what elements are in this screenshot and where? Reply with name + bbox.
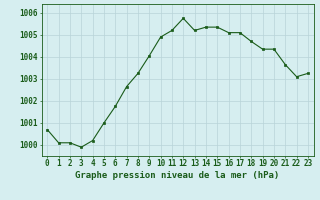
- X-axis label: Graphe pression niveau de la mer (hPa): Graphe pression niveau de la mer (hPa): [76, 171, 280, 180]
